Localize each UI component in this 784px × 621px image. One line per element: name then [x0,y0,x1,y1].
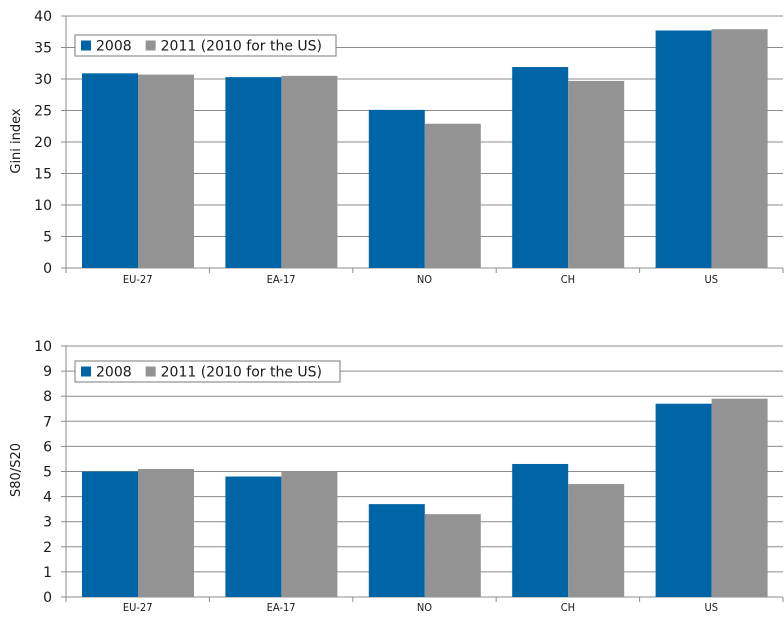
y-tick-label: 1 [43,565,52,581]
bar-2008-eu-27 [82,471,138,597]
y-tick-label: 4 [43,490,52,506]
y-tick-label: 6 [43,439,52,455]
x-tick-label: EA-17 [267,273,296,286]
y-tick-label: 35 [34,41,52,57]
x-tick-label: US [705,601,719,614]
x-tick-label: NO [417,601,432,614]
legend-label: 2008 [96,39,132,55]
bar-2008-ch [512,463,569,597]
y-tick-label: 20 [34,135,52,151]
bar-2008-ch [512,67,569,268]
y-tick-label: 9 [43,364,52,380]
y-tick-label: 8 [43,389,52,405]
y-tick-label: 0 [43,590,52,606]
x-tick-label: NO [417,273,432,286]
y-tick-label: 5 [43,465,52,481]
bar-2008-no [368,109,425,269]
legend-swatch [145,366,156,377]
chart-1: 0 5 10 15 20 25 30 35 40 Gini index EU-27 EA-17 NO CH… [9,9,784,286]
bar-2008-us [655,30,712,268]
bar-2011-no [424,514,481,597]
bar-2011-us [711,29,768,269]
legend-label: 2011 (2010 for the US) [161,39,322,55]
y-tick-label: 15 [34,167,52,183]
legend: 2008 2011 (2010 for the US) [74,34,337,57]
y-axis-label: S80/S20 [9,443,24,497]
x-tick-label: CH [561,601,575,614]
bar-2008-no [368,504,425,597]
y-tick-label: 3 [43,515,52,531]
y-tick-label: 10 [34,339,52,355]
bar-2008-ea-17 [225,77,282,268]
y-axis-label: Gini index [9,108,24,174]
y-tick-label: 2 [43,540,52,556]
x-tick-label: EU-27 [123,601,153,614]
y-tick-label: 0 [43,261,52,277]
y-tick-label: 5 [43,230,52,246]
y-tick-label: 7 [43,414,52,430]
y-tick-label: 25 [34,104,52,120]
bar-2011-ea-17 [281,471,338,597]
x-tick-label: CH [561,273,575,286]
legend-swatch [81,40,91,51]
legend-swatch [145,40,156,51]
legend-box [74,34,337,57]
bar-2011-us [711,398,768,597]
bar-2008-ea-17 [225,476,282,597]
x-tick-label: EU-27 [123,273,153,286]
bar-2011-eu-27 [138,468,194,597]
bar-2008-eu-27 [82,73,138,268]
x-tick-label: EA-17 [267,601,296,614]
bar-2011-ch [568,484,625,597]
bar-2008-us [655,403,712,597]
legend-box [74,360,341,383]
legend: 2008 2011 (2010 for the US) [74,360,341,383]
bar-2011-ea-17 [281,75,338,268]
bar-2011-ch [568,80,625,268]
x-tick-label: US [705,273,719,286]
legend-swatch [81,366,91,377]
y-tick-label: 40 [34,9,52,25]
legend-label: 2011 (2010 for the US) [161,365,322,381]
y-tick-label: 30 [34,72,52,88]
y-tick-label: 10 [34,198,52,214]
bar-2011-eu-27 [138,74,194,268]
bar-2011-no [424,123,481,268]
legend-label: 2008 [96,365,132,381]
